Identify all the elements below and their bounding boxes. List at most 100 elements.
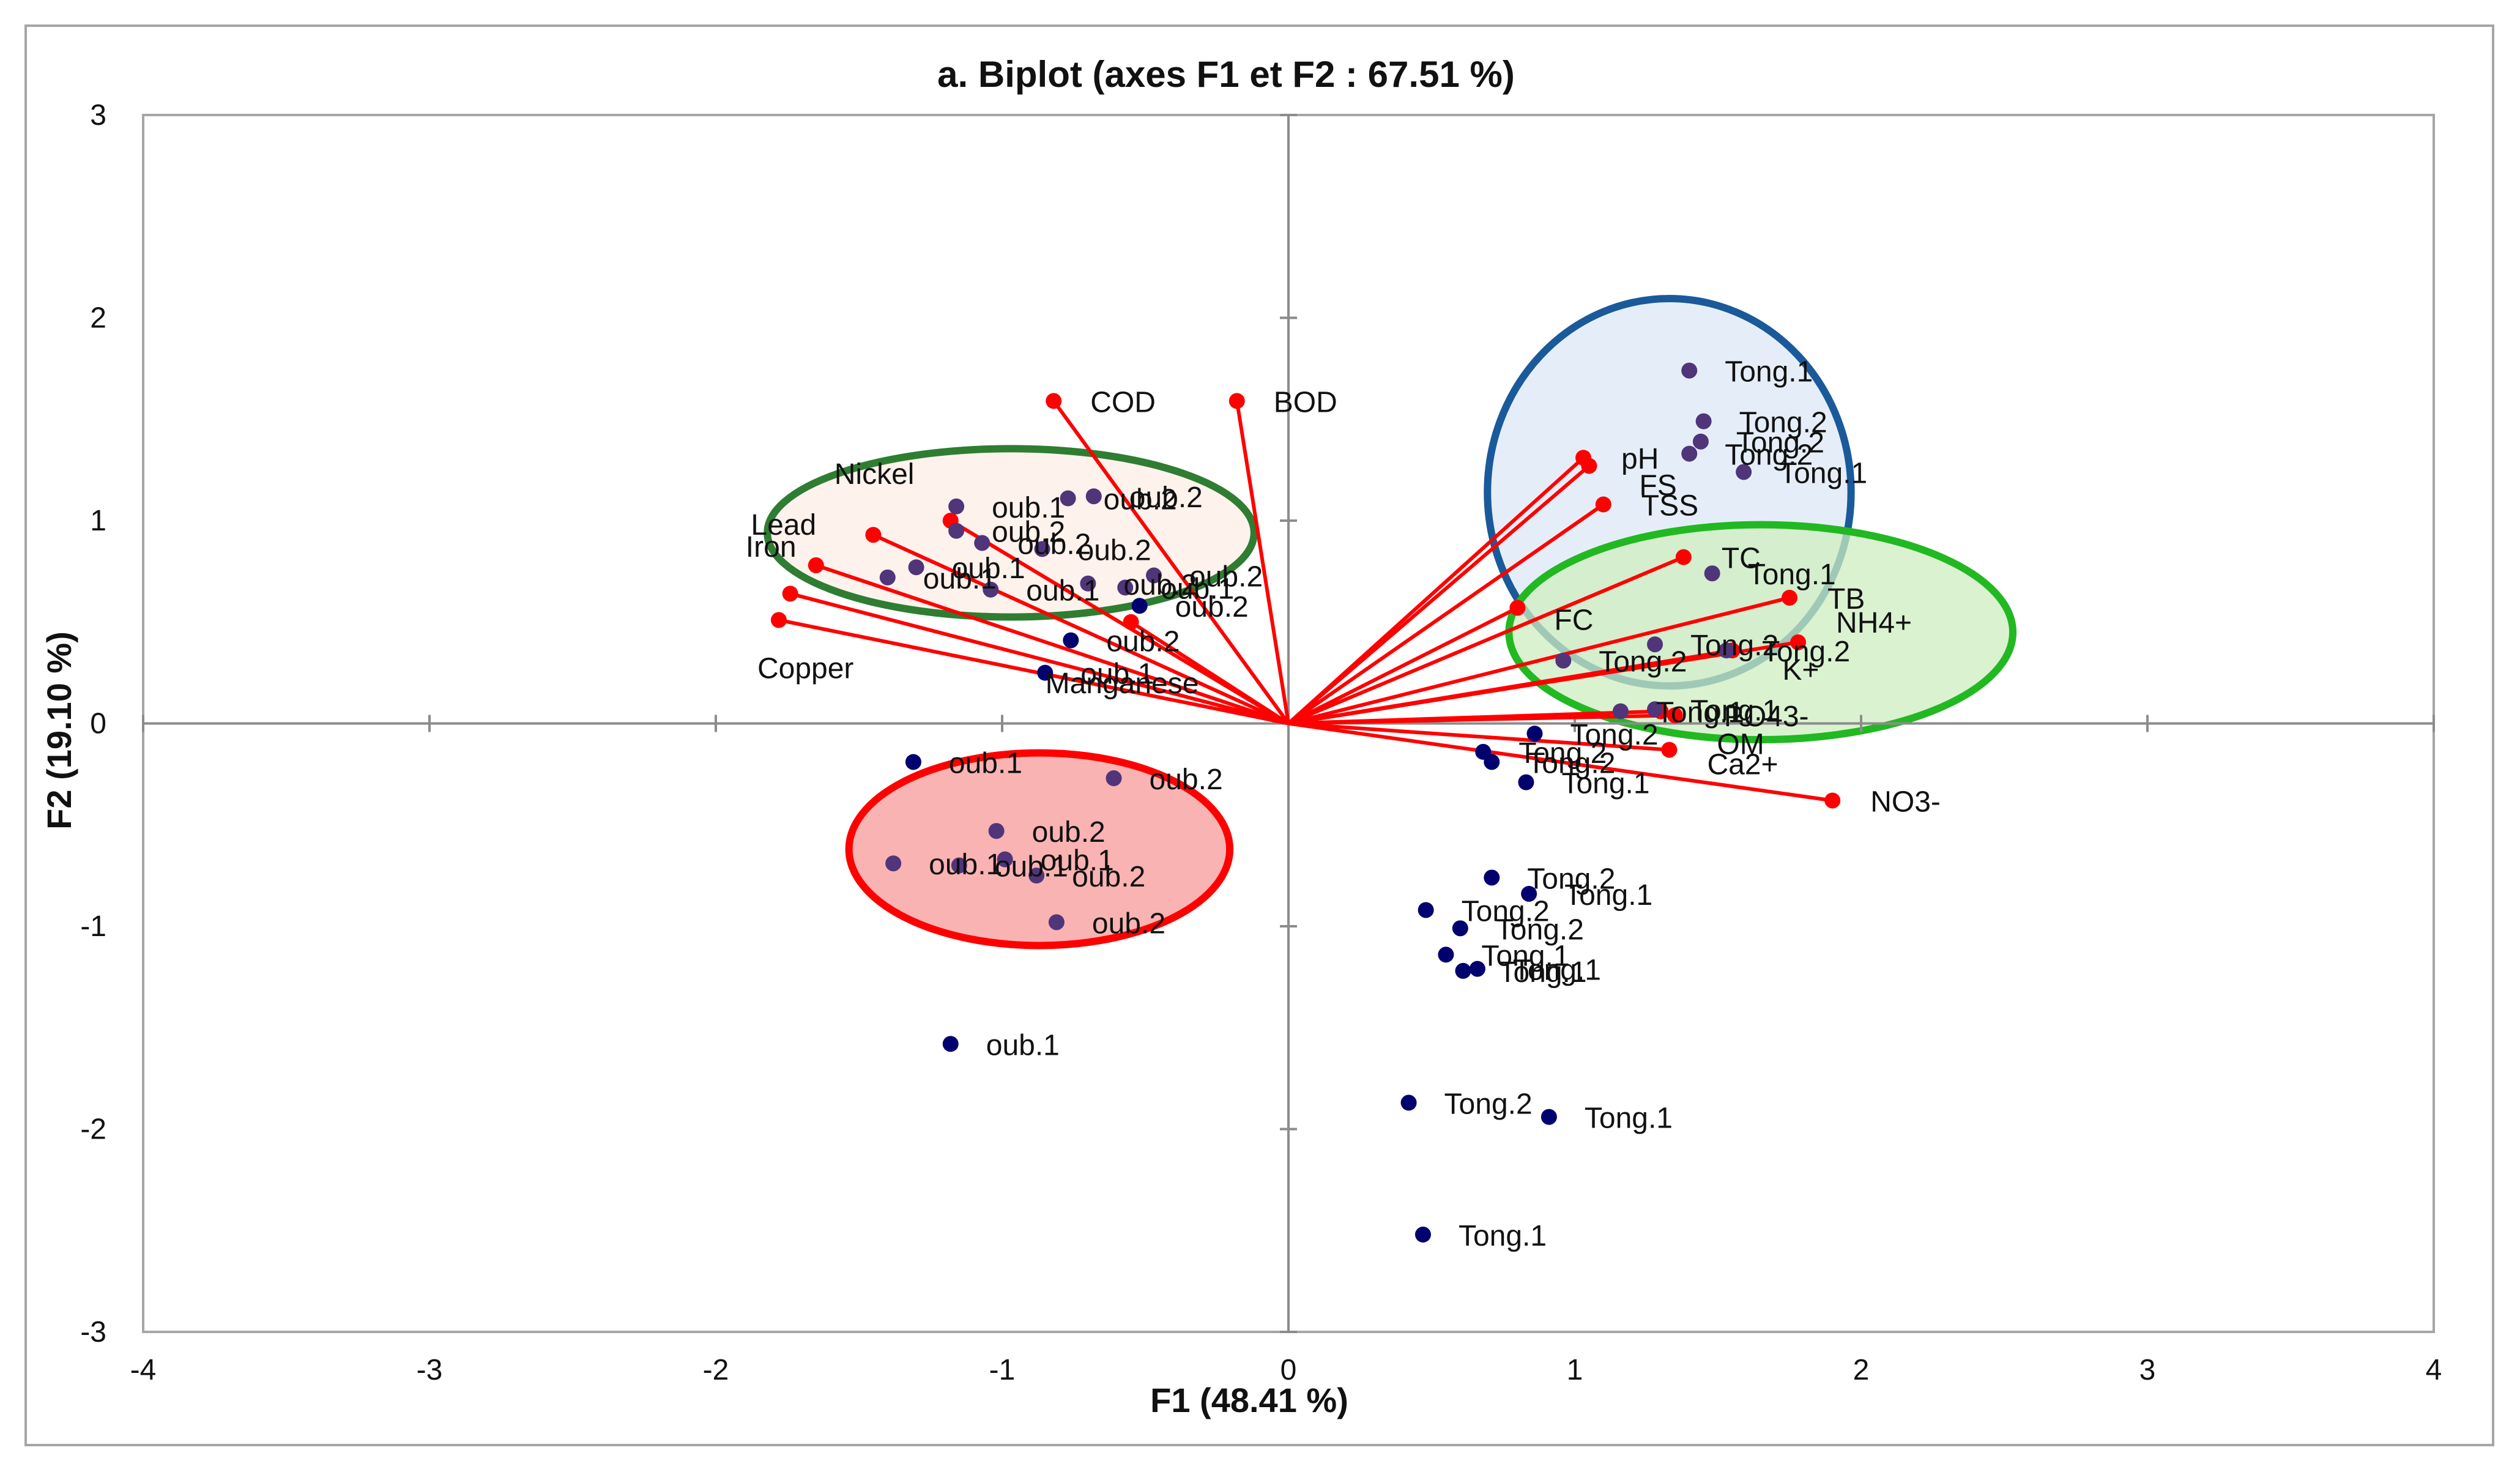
variable-label: FS xyxy=(1639,469,1676,502)
observation-point xyxy=(1048,914,1065,931)
x-tick-label: 2 xyxy=(1853,1354,1870,1386)
vector-point-Copper xyxy=(770,612,787,628)
observation-point xyxy=(1131,598,1148,614)
x-tick-label: -4 xyxy=(130,1354,157,1386)
observation-label: oub.2 xyxy=(1150,764,1223,796)
vector-point-NO3- xyxy=(1824,792,1841,809)
observation-point xyxy=(1681,445,1698,462)
observation-point xyxy=(997,851,1013,868)
observation-label: oub.1 xyxy=(952,552,1025,585)
y-axis-title: F2 (19.10 %) xyxy=(40,631,78,830)
observation-label: oub.2 xyxy=(1032,816,1106,849)
observation-point xyxy=(1647,701,1663,718)
observation-label: Tong.2 xyxy=(1527,747,1615,779)
observation-point xyxy=(1695,413,1712,429)
observation-point xyxy=(1063,632,1079,649)
observation-point xyxy=(1521,885,1537,902)
vector-K+ xyxy=(1288,649,1733,726)
observation-point xyxy=(908,559,924,576)
observation-point xyxy=(1455,962,1471,979)
y-tick-label: 2 xyxy=(90,302,106,335)
observation-point xyxy=(1681,362,1698,379)
observation-point xyxy=(1612,703,1629,719)
variable-label: BOD xyxy=(1274,386,1337,418)
observation-label: Tong.1 xyxy=(1656,697,1744,729)
observation-label: Tong.1 xyxy=(1725,356,1813,388)
vector-point-PO43- xyxy=(1667,707,1683,724)
variable-label: Iron xyxy=(746,531,797,563)
variable-label: NH4+ xyxy=(1836,607,1912,639)
vector-point-TC xyxy=(1675,549,1692,565)
observation-point xyxy=(1526,726,1543,742)
vector-point-Iron xyxy=(808,557,824,573)
observation-label: Tong.2 xyxy=(1527,863,1615,895)
variable-label: Lead xyxy=(751,509,816,541)
vector-Nickel xyxy=(950,519,1290,726)
observation-point xyxy=(1400,1095,1417,1111)
observation-label: oub.1 xyxy=(995,851,1068,883)
observation-label: oub.1 xyxy=(929,849,1002,881)
vector-point-TSS xyxy=(1595,496,1611,513)
axes: -4 -3 -2 -1 0 1 2 3 4 -3 -2 -1 0 1 2 3 xyxy=(80,99,2442,1386)
observation-point xyxy=(1028,868,1045,884)
observation-label: oub.1 xyxy=(986,1029,1060,1061)
variable-label: TB xyxy=(1827,583,1865,615)
observation-point xyxy=(1085,488,1102,505)
variable-label: TC xyxy=(1722,543,1761,575)
observation-point xyxy=(1484,754,1500,770)
observation-point xyxy=(1106,770,1122,787)
observation-point xyxy=(1080,575,1096,592)
observation-point xyxy=(1484,869,1500,886)
vector-point-BOD xyxy=(1228,393,1245,409)
x-tick-label: 3 xyxy=(2139,1354,2156,1386)
observation-label: Tong.1 xyxy=(1561,768,1649,800)
observation-point xyxy=(1414,1226,1431,1243)
observation-label: oub.2 xyxy=(1129,481,1203,514)
variable-label: NO3- xyxy=(1870,786,1941,818)
observation-label: oub.2 xyxy=(992,516,1065,549)
observation-point xyxy=(1438,946,1454,963)
observation-point xyxy=(885,855,902,872)
y-tick-label: -1 xyxy=(80,910,106,943)
y-tick-label: 0 xyxy=(90,708,106,740)
x-tick-label: -3 xyxy=(417,1354,443,1386)
observation-label: Tong.1 xyxy=(1513,954,1601,987)
variable-label: TSS xyxy=(1641,489,1698,522)
observation-label: Tong.2 xyxy=(1736,427,1824,459)
vector-Ca2+ xyxy=(1288,721,1670,752)
x-tick-label: 4 xyxy=(2426,1354,2442,1386)
biplot-chart: a. Biplot (axes F1 et F2 : 67.51 %) F1 (… xyxy=(40,54,2442,1419)
vector-point-NH4+ xyxy=(1790,634,1807,650)
vector-PO43- xyxy=(1288,713,1675,726)
observation-point xyxy=(1060,490,1076,507)
vector-Iron xyxy=(815,563,1289,726)
observation-label: oub.2 xyxy=(1072,861,1145,893)
observation-label: Tong.1 xyxy=(1459,1220,1547,1252)
y-tick-label: -3 xyxy=(80,1316,106,1348)
variable-label: Nickel xyxy=(834,458,915,491)
observation-point xyxy=(1146,567,1162,584)
point-labels: COD BODManganeseNickelLeadIronCopperpHFST… xyxy=(746,356,1941,1252)
variable-label: K+ xyxy=(1782,654,1819,686)
observation-label: oub.1 xyxy=(1041,845,1114,877)
vector-point-Lead xyxy=(865,527,882,543)
variable-label: Copper xyxy=(757,652,853,685)
observation-point xyxy=(1736,464,1752,480)
observation-label: Tong.1 xyxy=(1498,956,1586,989)
observation-point xyxy=(1647,636,1663,653)
observation-label: Tong.1 xyxy=(1748,559,1836,591)
variable-vectors xyxy=(770,393,1841,809)
x-tick-label: -2 xyxy=(703,1354,729,1386)
observation-point xyxy=(1037,664,1054,681)
vector-point-unnamed xyxy=(782,585,798,602)
vector-point-COD xyxy=(1046,393,1062,409)
observation-point xyxy=(974,535,991,551)
y-tick-label: 1 xyxy=(90,505,106,537)
observation-label: Tong.2 xyxy=(1739,407,1827,439)
vector-NO3- xyxy=(1288,721,1833,803)
observation-label: oub.2 xyxy=(1078,534,1151,567)
observation-label: Tong.2 xyxy=(1518,737,1607,770)
observation-label: Tong.2 xyxy=(1690,630,1778,662)
vector-FS xyxy=(1287,464,1591,725)
observation-label: oub.1 xyxy=(992,492,1065,524)
